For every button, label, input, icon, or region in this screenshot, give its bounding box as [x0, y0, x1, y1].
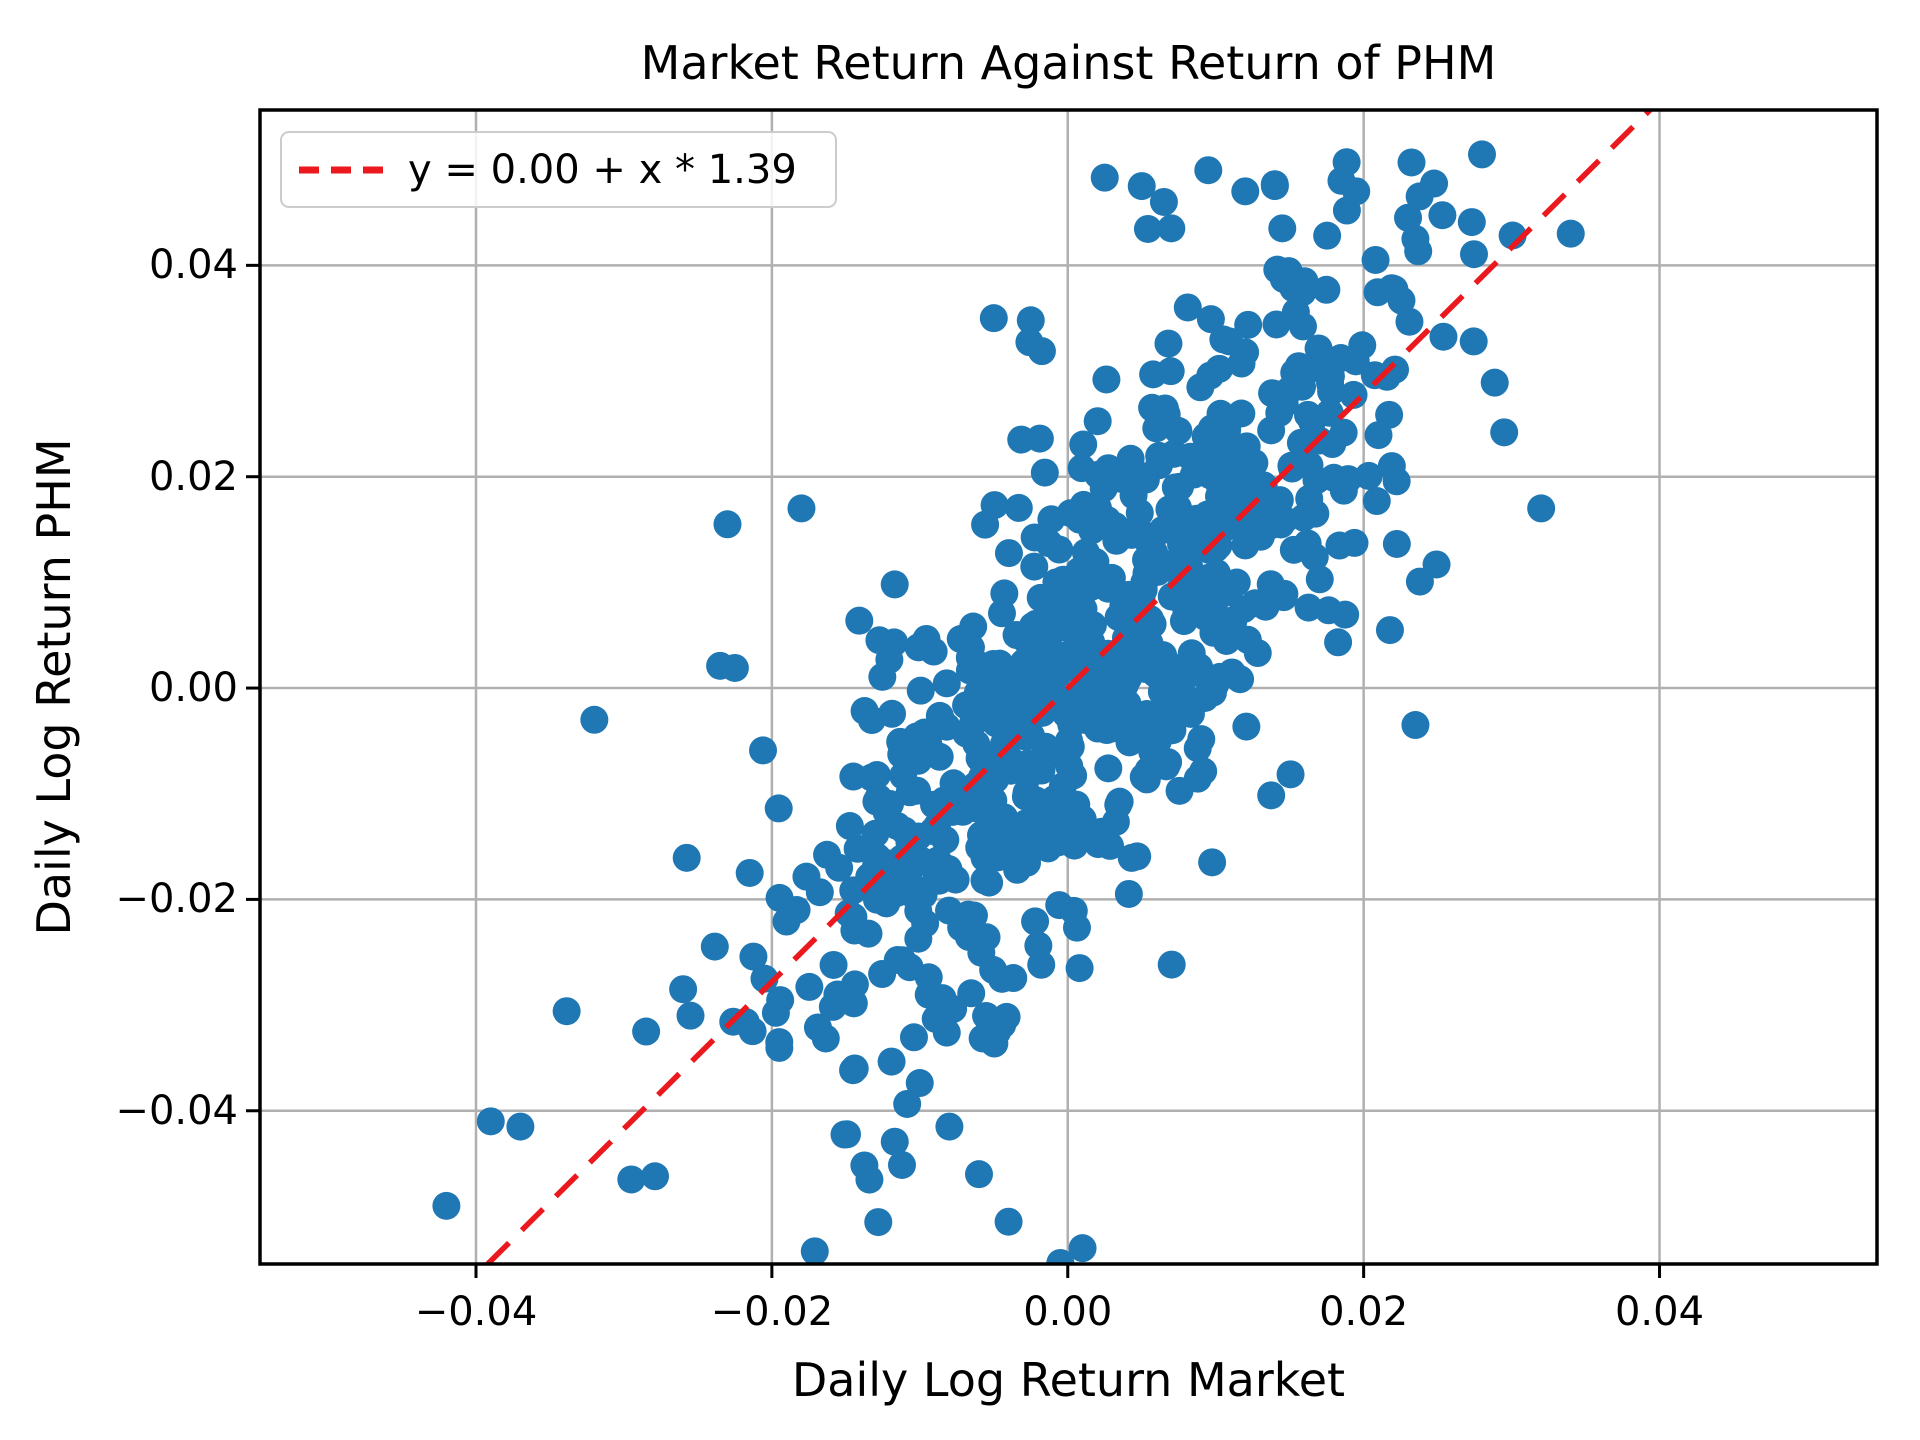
y-tick-label: −0.02	[115, 876, 238, 923]
legend-label: y = 0.00 + x * 1.39	[408, 146, 797, 193]
y-tick-label: 0.00	[148, 665, 238, 712]
regression-line	[485, 110, 1652, 1264]
y-tick-label: 0.02	[148, 453, 238, 500]
x-tick-label: −0.02	[710, 1289, 834, 1335]
x-tick-label: 0.04	[1614, 1289, 1705, 1335]
x-tick-label: −0.04	[414, 1289, 538, 1335]
x-tick-label: 0.00	[1023, 1289, 1113, 1335]
y-tick-label: 0.04	[148, 242, 238, 289]
tick-marks	[246, 263, 1662, 1278]
legend: y = 0.00 + x * 1.39	[280, 131, 837, 208]
legend-dash-sample-icon	[299, 166, 383, 173]
y-tick-label: −0.04	[115, 1087, 238, 1134]
x-tick-label: 0.02	[1319, 1289, 1409, 1335]
x-axis-label: Daily Log Return Market	[791, 1353, 1346, 1407]
scatter-points	[432, 140, 1585, 1264]
y-axis-label: Daily Log Return PHM	[27, 438, 81, 936]
chart-title: Market Return Against Return of PHM	[640, 36, 1497, 90]
